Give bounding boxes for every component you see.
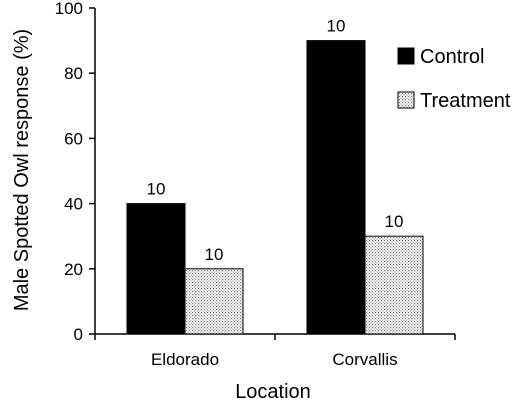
y-tick-label: 80 [64,64,83,83]
y-tick-label: 100 [55,0,83,18]
y-axis-label: Male Spotted Owl response (%) [11,29,33,311]
x-tick-label: Eldorado [151,350,219,369]
x-axis-label: Location [235,381,311,403]
bar-control-corvallis [306,40,366,335]
bar-treatment-corvallis [364,235,424,335]
bar-control-eldorado [126,203,186,335]
legend-swatch-control [397,47,415,65]
legend-swatch-treatment [397,91,415,109]
y-tick-label: 0 [74,325,83,344]
legend-label-control: Control [420,46,484,68]
x-tick-label: Corvallis [332,350,397,369]
y-tick-label: 60 [64,129,83,148]
data-label: 10 [385,212,404,231]
legend-label-treatment: Treatment [420,90,511,112]
data-label: 10 [205,245,224,264]
y-tick-label: 20 [64,260,83,279]
data-label: 10 [327,17,346,36]
data-label: 10 [147,180,166,199]
y-tick-label: 40 [64,195,83,214]
bar-treatment-eldorado [184,268,244,335]
